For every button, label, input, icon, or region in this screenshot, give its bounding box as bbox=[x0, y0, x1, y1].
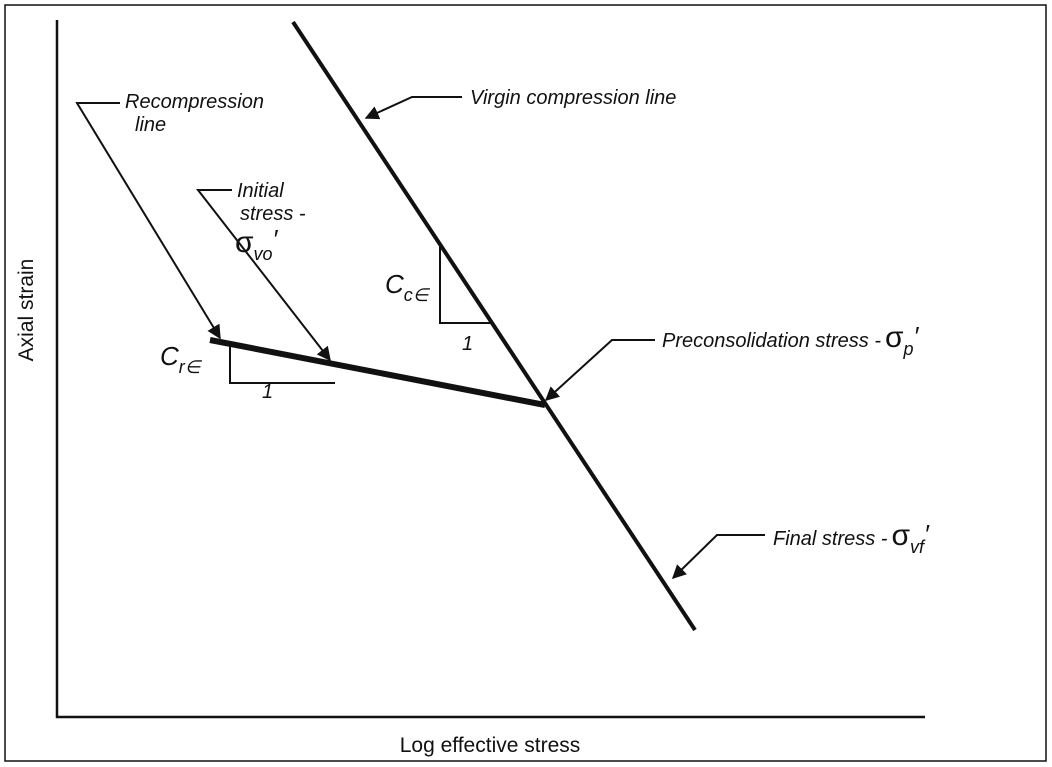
text-part: vf bbox=[910, 537, 926, 557]
annotation: Virgin compression line bbox=[470, 87, 676, 109]
leader-arrow bbox=[195, 189, 331, 362]
x-axis-label: Log effective stress bbox=[400, 734, 581, 757]
text-part: Preconsolidation stress - bbox=[662, 330, 881, 352]
annotation: Initial bbox=[237, 180, 284, 202]
slope-run: 1 bbox=[262, 381, 273, 403]
text-part: C bbox=[385, 269, 404, 299]
text-part: p bbox=[903, 339, 914, 359]
annotation: Final stress - σvf′ bbox=[773, 519, 930, 557]
annotation: Preconsolidation stress - σp′ bbox=[662, 321, 920, 359]
slope-label: Cc∈ bbox=[385, 269, 431, 305]
leader-arrow bbox=[544, 339, 655, 401]
text-part: Final stress - bbox=[773, 528, 888, 550]
text-part: vo bbox=[254, 244, 273, 264]
leader-arrow bbox=[671, 534, 765, 579]
slope-triangle bbox=[439, 245, 490, 324]
text-part: ′ bbox=[273, 224, 279, 254]
text-part: ′ bbox=[914, 321, 920, 351]
annotation: σvo′ bbox=[235, 224, 279, 264]
text-part: r∈ bbox=[179, 357, 203, 377]
virgin-compression-line bbox=[291, 20, 697, 632]
text-part: σ bbox=[235, 226, 254, 259]
text-part: c∈ bbox=[404, 285, 431, 305]
frame bbox=[4, 4, 1047, 762]
slope-run: 1 bbox=[462, 333, 473, 355]
text-part: ′ bbox=[924, 519, 930, 549]
leader-arrow bbox=[364, 96, 462, 120]
text-part: σ bbox=[891, 519, 910, 552]
slope-label: Cr∈ bbox=[160, 341, 203, 377]
leader-arrow bbox=[75, 102, 221, 340]
slope-triangle bbox=[229, 345, 335, 384]
annotation: line bbox=[135, 114, 166, 136]
annotation: stress - bbox=[240, 203, 306, 225]
recompression-line bbox=[209, 337, 546, 408]
axes bbox=[55, 20, 925, 719]
y-axis-label: Axial strain bbox=[15, 259, 38, 362]
annotation: Recompression bbox=[125, 91, 264, 113]
text-part: σ bbox=[885, 321, 904, 354]
text-part: C bbox=[160, 341, 179, 371]
